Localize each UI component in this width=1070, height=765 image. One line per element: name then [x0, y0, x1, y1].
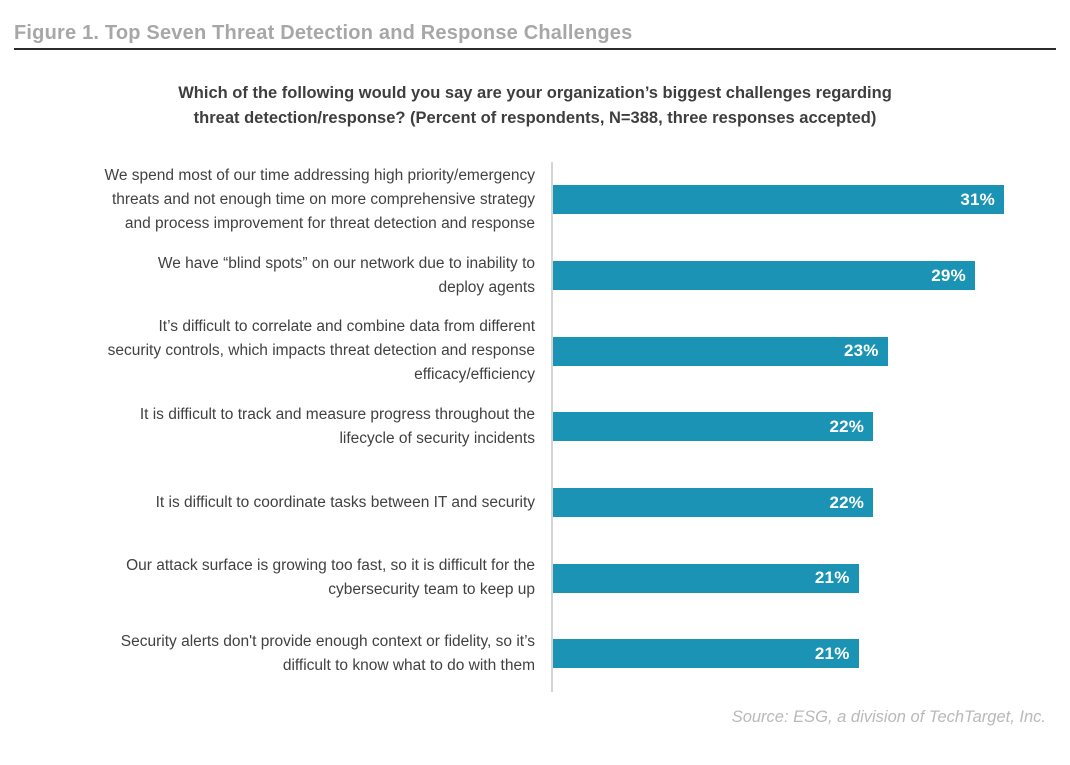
value-label: 21% [814, 643, 850, 663]
bar-area: 22% [551, 389, 1070, 465]
bar-area: 23% [551, 313, 1070, 390]
bar-chart: We spend most of our time addressing hig… [0, 162, 1070, 692]
chart-row: We spend most of our time addressing hig… [0, 162, 1070, 238]
bar: 22% [553, 488, 874, 518]
value-label: 29% [931, 265, 966, 285]
chart-row: Our attack surface is growing too fast, … [0, 540, 1070, 617]
bar: 21% [553, 639, 859, 669]
bar: 22% [553, 412, 874, 442]
category-label: We have “blind spots” on our network due… [157, 254, 535, 296]
title-underline [14, 48, 1056, 50]
bar: 23% [553, 336, 888, 366]
chart-row: We have “blind spots” on our network due… [0, 237, 1070, 314]
category-label: It’s difficult to correlate and combine … [107, 318, 535, 384]
bar-area: 31% [551, 162, 1070, 238]
bar-area: 29% [551, 237, 1070, 314]
value-label: 22% [829, 492, 865, 512]
figure-header: Figure 1. Top Seven Threat Detection and… [0, 0, 1070, 50]
source-note: Source: ESG, a division of TechTarget, I… [731, 707, 1046, 726]
value-label: 21% [814, 568, 850, 588]
bar-area: 22% [551, 464, 1070, 541]
category-label: Our attack surface is growing too fast, … [126, 557, 535, 599]
category-label: It is difficult to coordinate tasks betw… [155, 493, 535, 511]
bar: 31% [553, 185, 1004, 215]
chart-question: Which of the following would you say are… [178, 84, 892, 127]
bar-area: 21% [551, 540, 1070, 617]
chart-row: It is difficult to track and measure pro… [0, 389, 1070, 465]
category-label: Security alerts don't provide enough con… [120, 632, 535, 674]
bar: 21% [553, 563, 859, 593]
chart-row: Security alerts don't provide enough con… [0, 616, 1070, 692]
chart-row: It’s difficult to correlate and combine … [0, 313, 1070, 390]
chart-row: It is difficult to coordinate tasks betw… [0, 464, 1070, 541]
category-label: We spend most of our time addressing hig… [104, 166, 535, 232]
value-label: 23% [843, 341, 879, 361]
value-label: 22% [829, 416, 865, 436]
category-label: It is difficult to track and measure pro… [139, 405, 535, 447]
bar: 29% [553, 261, 975, 291]
figure-title: Figure 1. Top Seven Threat Detection and… [14, 22, 633, 44]
value-label: 31% [960, 189, 995, 209]
bar-area: 21% [551, 616, 1070, 692]
